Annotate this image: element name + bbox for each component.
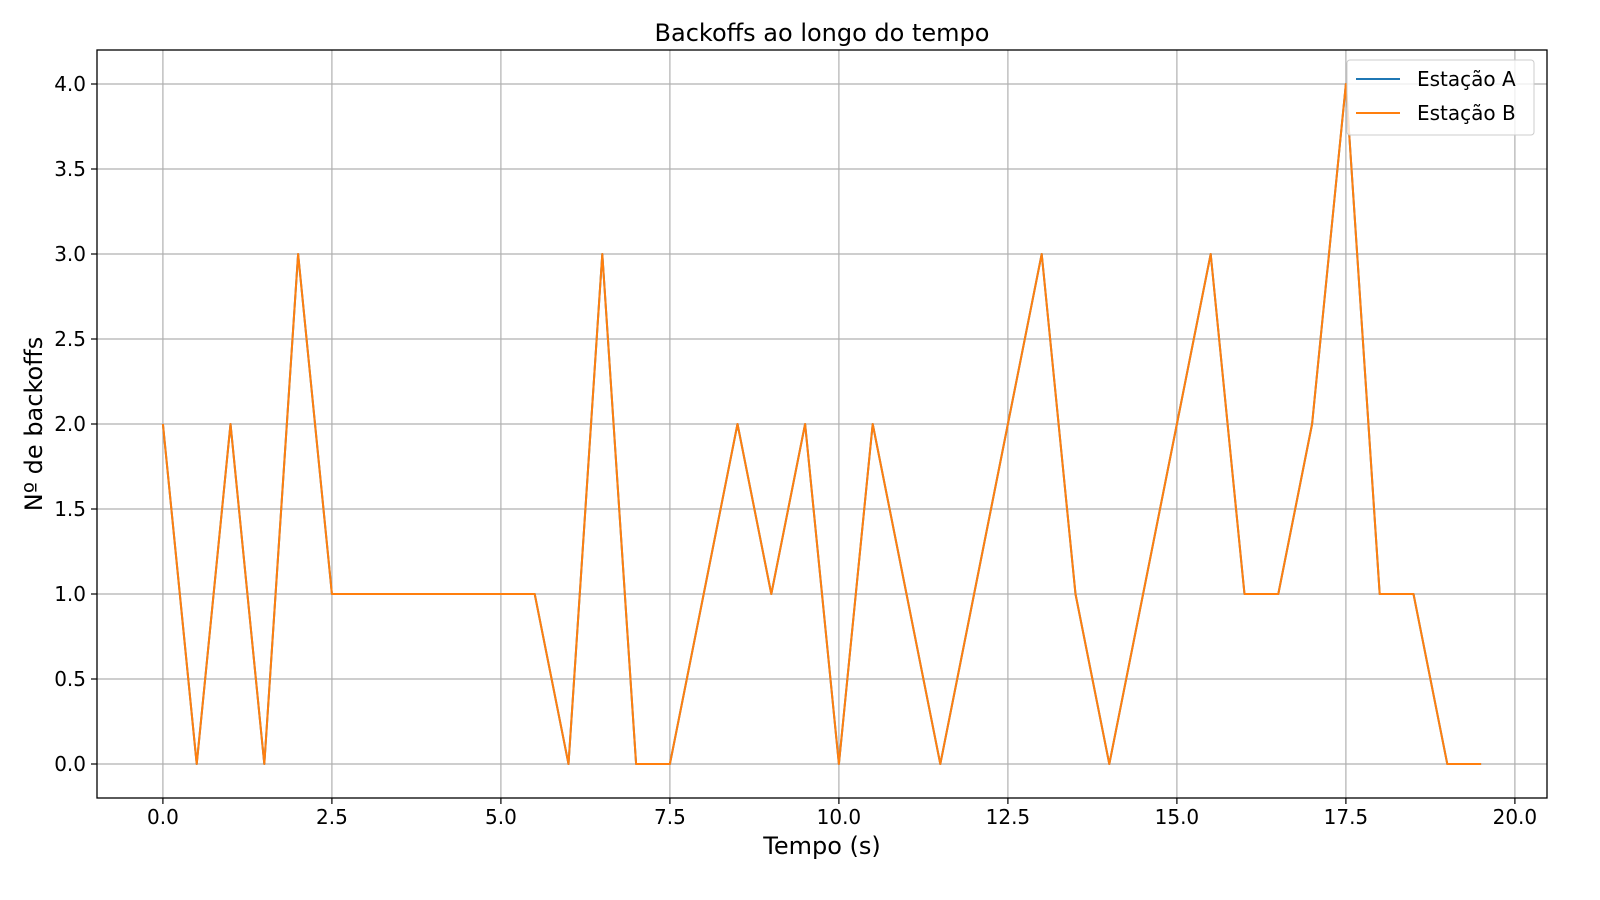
x-axis-ticks: 0.0 2.5 5.0 7.5 10.0 12.5 15.0 17.5 20.0 <box>147 798 1537 829</box>
x-tick-label: 15.0 <box>1155 805 1200 829</box>
legend-label-estacao-b: Estação B <box>1417 101 1516 125</box>
chart-title: Backoffs ao longo do tempo <box>655 19 990 47</box>
y-tick-label: 1.0 <box>54 582 86 606</box>
series-lines <box>161 83 1482 765</box>
x-tick-label: 17.5 <box>1324 805 1369 829</box>
y-tick-label: 3.0 <box>54 242 86 266</box>
legend: Estação A Estação B <box>1346 59 1535 136</box>
x-tick-label: 5.0 <box>485 805 517 829</box>
legend-label-estacao-a: Estação A <box>1417 67 1516 91</box>
x-tick-label: 0.0 <box>147 805 179 829</box>
y-tick-label: 4.0 <box>54 72 86 96</box>
x-tick-label: 12.5 <box>986 805 1031 829</box>
y-tick-label: 1.5 <box>54 497 86 521</box>
x-tick-label: 7.5 <box>654 805 686 829</box>
y-axis-ticks: 0.0 0.5 1.0 1.5 2.0 2.5 3.0 3.5 4.0 <box>54 72 97 776</box>
y-tick-label: 0.5 <box>54 667 86 691</box>
series-line-estacao-b <box>161 83 1482 765</box>
x-tick-label: 20.0 <box>1493 805 1538 829</box>
y-axis-label: Nº de backoffs <box>20 337 48 511</box>
y-tick-label: 2.5 <box>54 327 86 351</box>
x-tick-label: 10.0 <box>817 805 862 829</box>
y-tick-label: 2.0 <box>54 412 86 436</box>
y-tick-label: 0.0 <box>54 752 86 776</box>
x-axis-label: Tempo (s) <box>762 832 881 860</box>
x-tick-label: 2.5 <box>316 805 348 829</box>
y-tick-label: 3.5 <box>54 157 86 181</box>
